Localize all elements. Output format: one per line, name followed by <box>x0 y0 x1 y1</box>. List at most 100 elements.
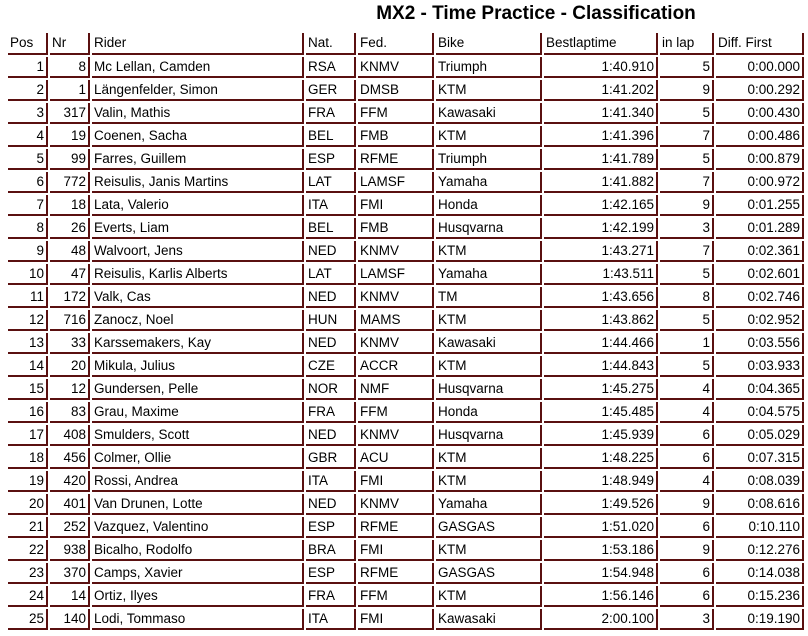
table-row: 4 19 Coenen, Sacha BEL FMB KTM 1:41.396 7 0:00.4… <box>8 125 804 147</box>
cell-diff-first: 0:04.365 <box>716 378 804 400</box>
cell-nat: LAT <box>306 263 356 285</box>
cell-diff-first: 0:14.038 <box>716 562 804 584</box>
table-header-row: Pos Nr Rider Nat. Fed. Bike Bestlaptime in lap D… <box>8 33 804 55</box>
table-row: 17 408 Smulders, Scott NED KNMV Husqvarna 1:45… <box>8 424 804 446</box>
table-row: 9 48 Walvoort, Jens NED KNMV KTM 1:43.271 7 0:02… <box>8 240 804 262</box>
cell-pos: 17 <box>8 424 48 446</box>
cell-nat: ITA <box>306 470 356 492</box>
cell-bike: KTM <box>436 470 542 492</box>
cell-bike: GASGAS <box>436 562 542 584</box>
cell-bike: Kawasaki <box>436 332 542 354</box>
cell-fed: FMB <box>358 217 434 239</box>
cell-nr: 19 <box>50 125 90 147</box>
cell-fed: KNMV <box>358 56 434 78</box>
cell-rider: Gundersen, Pelle <box>92 378 304 400</box>
classification-table: Pos Nr Rider Nat. Fed. Bike Bestlaptime in lap D… <box>6 31 806 632</box>
cell-bestlaptime: 1:44.466 <box>544 332 658 354</box>
cell-bike: KTM <box>436 539 542 561</box>
cell-bestlaptime: 1:53.186 <box>544 539 658 561</box>
column-header-nat: Nat. <box>306 33 356 55</box>
cell-diff-first: 0:15.236 <box>716 585 804 607</box>
cell-rider: Vazquez, Valentino <box>92 516 304 538</box>
cell-bike: KTM <box>436 240 542 262</box>
cell-bestlaptime: 1:43.271 <box>544 240 658 262</box>
cell-pos: 23 <box>8 562 48 584</box>
cell-pos: 14 <box>8 355 48 377</box>
column-header-fed: Fed. <box>358 33 434 55</box>
cell-bike: Triumph <box>436 56 542 78</box>
cell-fed: KNMV <box>358 332 434 354</box>
cell-bike: KTM <box>436 79 542 101</box>
table-row: 19 420 Rossi, Andrea ITA FMI KTM 1:48.949 4 0:08… <box>8 470 804 492</box>
page-title: MX2 - Time Practice - Classification <box>376 3 696 24</box>
table-row: 14 20 Mikula, Julius CZE ACCR KTM 1:44.843 5 0:0… <box>8 355 804 377</box>
cell-rider: Reisulis, Karlis Alberts <box>92 263 304 285</box>
cell-nr: 938 <box>50 539 90 561</box>
cell-fed: RFME <box>358 148 434 170</box>
cell-nr: 20 <box>50 355 90 377</box>
cell-diff-first: 0:12.276 <box>716 539 804 561</box>
cell-diff-first: 0:00.430 <box>716 102 804 124</box>
cell-nr: 140 <box>50 608 90 630</box>
cell-pos: 24 <box>8 585 48 607</box>
cell-diff-first: 0:00.972 <box>716 171 804 193</box>
column-header-in-lap: in lap <box>660 33 714 55</box>
cell-pos: 8 <box>8 217 48 239</box>
cell-bike: TM <box>436 286 542 308</box>
cell-in-lap: 6 <box>660 562 714 584</box>
cell-bike: Kawasaki <box>436 608 542 630</box>
cell-nr: 83 <box>50 401 90 423</box>
cell-bestlaptime: 1:42.165 <box>544 194 658 216</box>
cell-rider: Smulders, Scott <box>92 424 304 446</box>
cell-rider: Reisulis, Janis Martins <box>92 171 304 193</box>
cell-fed: DMSB <box>358 79 434 101</box>
cell-pos: 7 <box>8 194 48 216</box>
cell-bestlaptime: 1:54.948 <box>544 562 658 584</box>
cell-in-lap: 7 <box>660 171 714 193</box>
cell-nr: 456 <box>50 447 90 469</box>
cell-in-lap: 7 <box>660 240 714 262</box>
cell-bestlaptime: 1:45.275 <box>544 378 658 400</box>
cell-nat: ESP <box>306 148 356 170</box>
cell-bestlaptime: 2:00.100 <box>544 608 658 630</box>
cell-pos: 6 <box>8 171 48 193</box>
cell-pos: 22 <box>8 539 48 561</box>
cell-pos: 9 <box>8 240 48 262</box>
cell-nat: GBR <box>306 447 356 469</box>
cell-rider: Zanocz, Noel <box>92 309 304 331</box>
cell-rider: Valk, Cas <box>92 286 304 308</box>
cell-fed: FMI <box>358 608 434 630</box>
cell-bestlaptime: 1:41.202 <box>544 79 658 101</box>
cell-bike: Kawasaki <box>436 102 542 124</box>
cell-rider: Valin, Mathis <box>92 102 304 124</box>
cell-nat: NOR <box>306 378 356 400</box>
cell-diff-first: 0:02.361 <box>716 240 804 262</box>
table-row: 7 18 Lata, Valerio ITA FMI Honda 1:42.165 9 0:01… <box>8 194 804 216</box>
cell-diff-first: 0:19.190 <box>716 608 804 630</box>
cell-diff-first: 0:01.255 <box>716 194 804 216</box>
cell-pos: 1 <box>8 56 48 78</box>
cell-diff-first: 0:02.746 <box>716 286 804 308</box>
column-header-bike: Bike <box>436 33 542 55</box>
table-row: 15 12 Gundersen, Pelle NOR NMF Husqvarna 1:45.… <box>8 378 804 400</box>
cell-bestlaptime: 1:42.199 <box>544 217 658 239</box>
cell-bestlaptime: 1:48.225 <box>544 447 658 469</box>
cell-nr: 370 <box>50 562 90 584</box>
cell-diff-first: 0:00.000 <box>716 56 804 78</box>
cell-bestlaptime: 1:41.340 <box>544 102 658 124</box>
cell-in-lap: 9 <box>660 493 714 515</box>
cell-bike: GASGAS <box>436 516 542 538</box>
cell-nr: 48 <box>50 240 90 262</box>
cell-rider: Colmer, Ollie <box>92 447 304 469</box>
table-row: 23 370 Camps, Xavier ESP RFME GASGAS 1:54.948 6… <box>8 562 804 584</box>
cell-nat: GER <box>306 79 356 101</box>
cell-bike: Triumph <box>436 148 542 170</box>
cell-bike: Yamaha <box>436 493 542 515</box>
cell-in-lap: 9 <box>660 79 714 101</box>
cell-fed: FFM <box>358 401 434 423</box>
table-row: 18 456 Colmer, Ollie GBR ACU KTM 1:48.225 6 0:07… <box>8 447 804 469</box>
cell-nat: NED <box>306 332 356 354</box>
cell-rider: Mikula, Julius <box>92 355 304 377</box>
cell-diff-first: 0:00.879 <box>716 148 804 170</box>
cell-bestlaptime: 1:43.862 <box>544 309 658 331</box>
